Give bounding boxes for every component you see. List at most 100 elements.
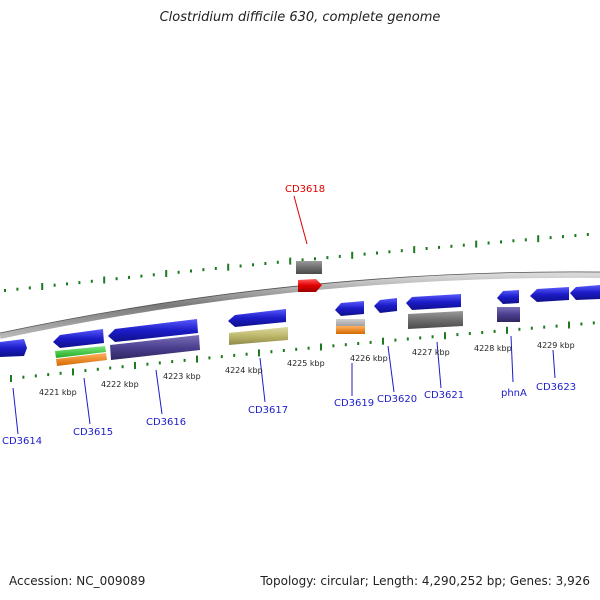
minor-tick [307,346,310,350]
minor-tick [512,239,515,243]
kbp-label: 4229 kbp [537,341,575,350]
minor-tick [78,281,81,285]
gene-arrow-cd3618[interactable] [298,279,322,292]
minor-tick [128,275,130,279]
feature-gray-cd3621 [408,311,463,329]
feature-orange-cd3619 [336,326,365,334]
minor-tick [314,257,316,261]
kbp-label: 4226 kbp [350,354,388,363]
minor-tick [208,356,211,360]
major-tick [289,257,292,265]
major-tick [413,246,416,254]
major-tick [568,321,570,329]
leader-cd3618 [293,195,308,245]
major-tick [165,270,168,277]
minor-tick [270,350,273,354]
major-tick [227,263,230,271]
minor-tick [28,286,31,290]
minor-tick [121,365,124,369]
major-tick [444,332,446,340]
gene-arrow-cd3620[interactable] [374,298,397,313]
gene-label-cd3614[interactable]: CD3614 [2,436,42,447]
kbp-label: 4227 kbp [412,348,450,357]
gene-label-cd3619[interactable]: CD3619 [334,398,374,409]
minor-tick [34,374,37,378]
major-tick [382,337,384,345]
minor-tick [500,240,502,244]
map-title: Clostridium difficile 630, complete geno… [159,10,441,25]
minor-tick [555,324,558,328]
kbp-label: 4225 kbp [287,359,325,368]
upper-tick-track [4,233,589,292]
minor-tick [202,268,205,272]
minor-tick [183,358,186,362]
gene-arrow-phna[interactable] [497,290,519,304]
minor-tick [140,274,143,278]
minor-tick [301,258,304,262]
minor-tick [419,336,422,340]
gene-arrow-cd3621[interactable] [406,294,461,310]
minor-tick [400,249,403,253]
gene-arrow-cd3619[interactable] [335,301,364,316]
minor-tick [438,245,440,249]
minor-tick [171,360,174,364]
leader-cd3617 [259,357,266,403]
minor-tick [109,366,112,370]
leader-cd3620 [387,345,395,393]
minor-tick [96,367,99,371]
minor-tick [152,273,155,277]
minor-tick [524,238,527,242]
gene-arrow-cd3614[interactable] [0,339,27,357]
gene-label-cd3623[interactable]: CD3623 [536,382,576,393]
feature-gray-cd3618 [296,261,322,274]
minor-tick [245,352,248,356]
minor-tick [84,369,87,373]
leader-cd3621 [436,341,442,389]
gene-arrow-cd3617[interactable] [228,309,286,327]
minor-tick [252,263,254,267]
minor-tick [543,325,546,329]
gene-label-cd3618[interactable]: CD3618 [285,184,325,195]
minor-tick [357,342,360,345]
minor-tick [239,264,242,268]
major-tick [506,326,508,334]
minor-tick [586,233,589,236]
major-tick [475,240,478,248]
gene-label-cd3615[interactable]: CD3615 [73,427,113,438]
major-tick [537,235,540,243]
major-tick [320,343,322,351]
minor-tick [425,247,428,250]
major-tick [196,355,198,363]
gene-label-cd3620[interactable]: CD3620 [377,394,417,405]
minor-tick [332,344,335,348]
minor-tick [592,321,595,325]
gene-label-cd3621[interactable]: CD3621 [424,390,464,401]
gene-label-phna[interactable]: phnA [501,388,527,399]
minor-tick [115,277,118,281]
gene-label-cd3616[interactable]: CD3616 [146,417,186,428]
minor-tick [282,349,285,352]
gene-arrow-next[interactable] [570,285,600,300]
gene-arrow-cd3616[interactable] [108,319,198,342]
minor-tick [431,335,434,339]
gene-arrow-cd3615[interactable] [53,329,104,348]
minor-tick [456,333,459,337]
minor-tick [53,283,56,287]
minor-tick [530,326,533,330]
major-tick [258,349,260,357]
minor-tick [406,337,409,341]
minor-tick [487,241,490,245]
leader-phna [510,335,514,383]
lower-tick-track [10,321,595,382]
feature-green-cd3615 [55,346,106,358]
major-tick [10,375,12,382]
genome-summary: Topology: circular; Length: 4,290,252 bp… [260,574,590,588]
minor-tick [158,361,161,365]
minor-tick [295,347,298,351]
minor-tick [462,243,465,247]
kbp-label: 4228 kbp [474,344,512,353]
major-tick [72,368,74,376]
gene-arrow-cd3623[interactable] [530,287,569,302]
leader-cd3623 [552,349,556,379]
gene-label-cd3617[interactable]: CD3617 [248,405,288,416]
